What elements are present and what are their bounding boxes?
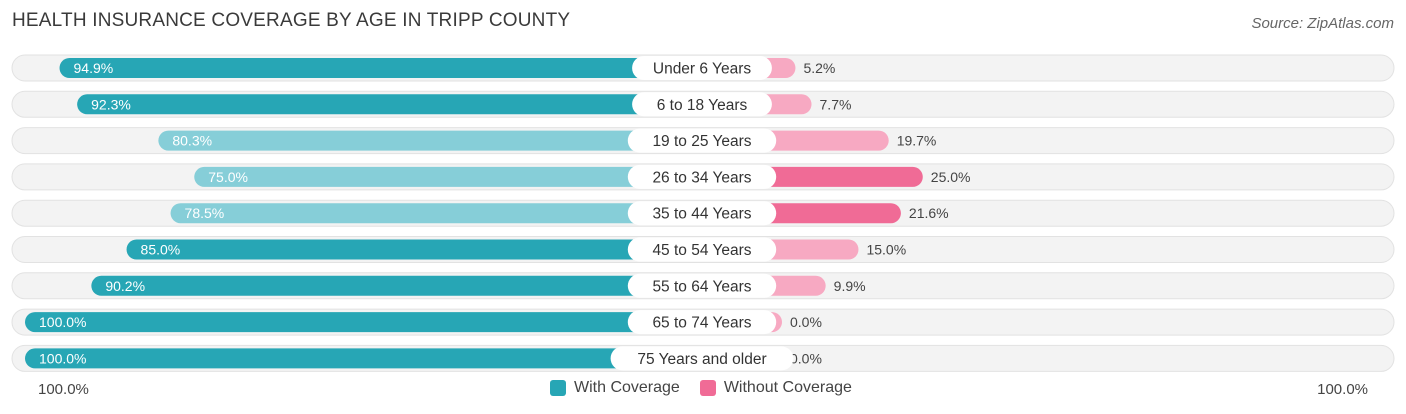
bar-with-coverage-6-to-18-years: [77, 94, 702, 115]
bar-with-coverage-19-to-25-years: [158, 130, 702, 151]
legend-item-without-coverage: Without Coverage: [699, 379, 852, 397]
value-label-without-coverage-65-to-74-years: 0.0%: [790, 314, 822, 330]
bar-with-coverage-under-6-years: [59, 58, 703, 78]
value-label-with-coverage-65-to-74-years: 100.0%: [39, 314, 86, 330]
bar-with-coverage-35-to-44-years: [170, 203, 702, 224]
bar-with-coverage-45-to-54-years: [126, 239, 703, 260]
axis-left-label: 100.0%: [38, 381, 89, 398]
category-pill-35-to-44-years: [627, 201, 777, 226]
value-label-without-coverage-26-to-34-years: 25.0%: [931, 169, 971, 185]
value-label-without-coverage-35-to-44-years: 21.6%: [909, 205, 949, 221]
category-label-26-to-34-years: 26 to 34 Years: [652, 169, 751, 186]
value-label-without-coverage-under-6-years: 5.2%: [803, 60, 835, 76]
bar-with-coverage-55-to-64-years: [91, 275, 702, 296]
value-label-with-coverage-45-to-54-years: 85.0%: [141, 242, 181, 258]
category-pill-75-years-and-older: [610, 346, 794, 371]
legend-label-with-coverage: With Coverage: [574, 379, 680, 396]
category-pill-55-to-64-years: [627, 273, 777, 298]
bar-with-coverage-26-to-34-years: [194, 166, 702, 187]
bar-with-coverage-65-to-74-years: [25, 312, 702, 333]
value-label-with-coverage-under-6-years: 94.9%: [74, 60, 114, 76]
category-pill-19-to-25-years: [627, 128, 777, 153]
category-label-under-6-years: Under 6 Years: [653, 61, 751, 78]
category-label-75-years-and-older: 75 Years and older: [637, 351, 766, 368]
value-label-with-coverage-6-to-18-years: 92.3%: [91, 96, 131, 112]
chart-title: HEALTH INSURANCE COVERAGE BY AGE IN TRIP…: [12, 10, 571, 31]
bar-with-coverage-75-years-and-older: [25, 348, 702, 369]
value-label-with-coverage-55-to-64-years: 90.2%: [105, 278, 145, 294]
value-label-without-coverage-6-to-18-years: 7.7%: [820, 96, 852, 112]
value-label-with-coverage-26-to-34-years: 75.0%: [208, 169, 248, 185]
value-label-without-coverage-75-years-and-older: 0.0%: [790, 350, 822, 366]
category-pill-6-to-18-years: [632, 92, 772, 117]
category-pill-65-to-74-years: [627, 310, 777, 335]
value-label-without-coverage-55-to-64-years: 9.9%: [834, 278, 866, 294]
value-label-without-coverage-19-to-25-years: 19.7%: [897, 133, 937, 149]
category-pill-26-to-34-years: [627, 164, 777, 189]
category-label-65-to-74-years: 65 to 74 Years: [652, 315, 751, 332]
category-pill-45-to-54-years: [627, 237, 777, 262]
value-label-with-coverage-35-to-44-years: 78.5%: [185, 205, 225, 221]
legend-label-without-coverage: Without Coverage: [723, 379, 852, 396]
value-label-without-coverage-45-to-54-years: 15.0%: [866, 242, 906, 258]
category-label-45-to-54-years: 45 to 54 Years: [652, 242, 751, 259]
source-credit: Source: ZipAtlas.com: [1251, 15, 1394, 32]
legend-swatch-with-coverage: [550, 380, 566, 396]
category-pill-under-6-years: [632, 56, 772, 80]
legend: With Coverage Without Coverage: [550, 379, 864, 397]
category-label-6-to-18-years: 6 to 18 Years: [657, 97, 748, 114]
value-label-with-coverage-19-to-25-years: 80.3%: [172, 133, 212, 149]
axis-right-label: 100.0%: [1317, 381, 1368, 398]
category-label-19-to-25-years: 19 to 25 Years: [652, 133, 751, 150]
category-label-55-to-64-years: 55 to 64 Years: [652, 278, 751, 295]
category-label-35-to-44-years: 35 to 44 Years: [652, 206, 751, 223]
legend-item-with-coverage: With Coverage: [550, 379, 680, 397]
value-label-with-coverage-75-years-and-older: 100.0%: [39, 350, 86, 366]
legend-swatch-without-coverage: [699, 380, 716, 396]
